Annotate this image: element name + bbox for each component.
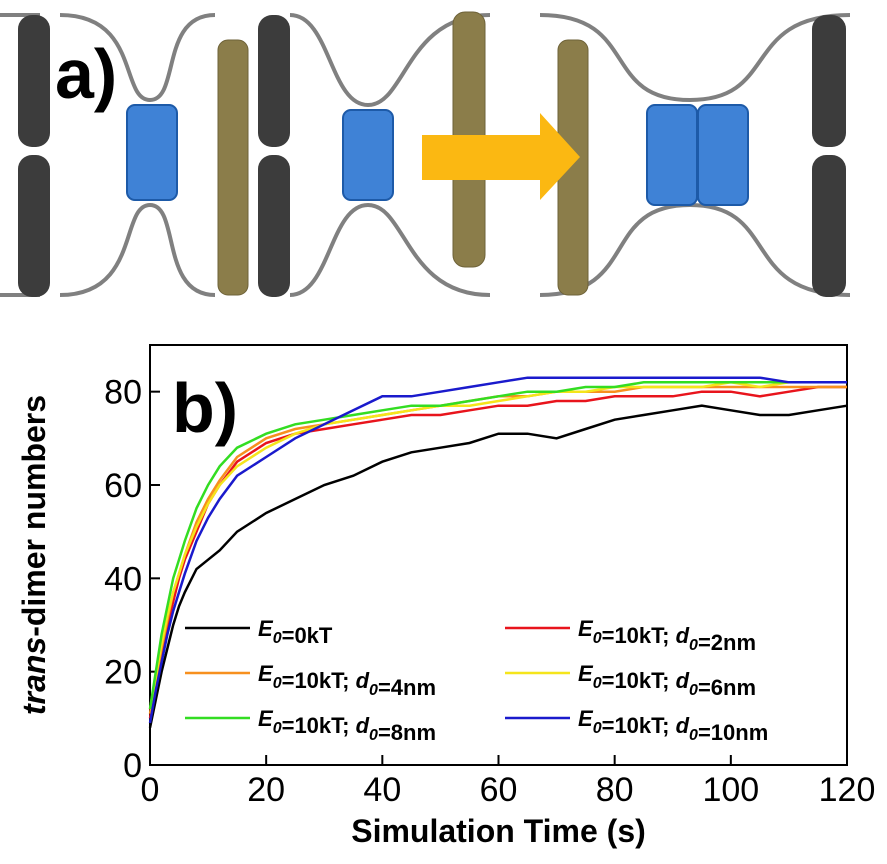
x-tick-label: 60 — [480, 771, 518, 809]
legend-label: E0=0kT — [258, 616, 333, 648]
y-tick-label: 0 — [123, 747, 142, 785]
arrow — [422, 113, 580, 200]
membrane-top — [0, 13, 851, 108]
panel-label: a) — [55, 35, 117, 113]
x-tick-label: 0 — [141, 771, 160, 809]
x-tick-label: 40 — [363, 771, 401, 809]
legend-label: E0=10kT; d0=6nm — [578, 661, 756, 700]
legend-label: E0=10kT; d0=4nm — [258, 661, 436, 700]
y-tick-label: 40 — [104, 560, 142, 598]
panel-label: b) — [172, 369, 238, 447]
x-tick-label: 120 — [819, 771, 876, 809]
data-line — [148, 376, 847, 724]
legend-label: E0=10kT; d0=10nm — [578, 706, 768, 745]
x-axis-label: Simulation Time (s) — [351, 813, 646, 849]
x-tick-label: 20 — [247, 771, 285, 809]
x-tick-label: 80 — [596, 771, 634, 809]
data-line — [148, 385, 847, 714]
y-tick-label: 60 — [104, 467, 142, 505]
dark-cylinders — [18, 15, 846, 297]
legend-label: E0=10kT; d0=2nm — [578, 616, 756, 655]
legend-label: E0=10kT; d0=8nm — [258, 706, 436, 745]
plot-frame — [149, 344, 848, 766]
y-tick-label: 80 — [104, 374, 142, 412]
data-line — [148, 404, 848, 728]
y-tick-label: 20 — [104, 654, 142, 692]
diagram — [0, 11, 851, 297]
y-axis-label: trans-dimer numbers — [16, 395, 52, 715]
data-line — [148, 385, 847, 719]
data-line — [148, 381, 847, 710]
membrane-bottom — [0, 202, 851, 297]
data-line — [148, 381, 847, 710]
blue-cylinders — [126, 104, 749, 206]
x-tick-label: 100 — [702, 771, 759, 809]
